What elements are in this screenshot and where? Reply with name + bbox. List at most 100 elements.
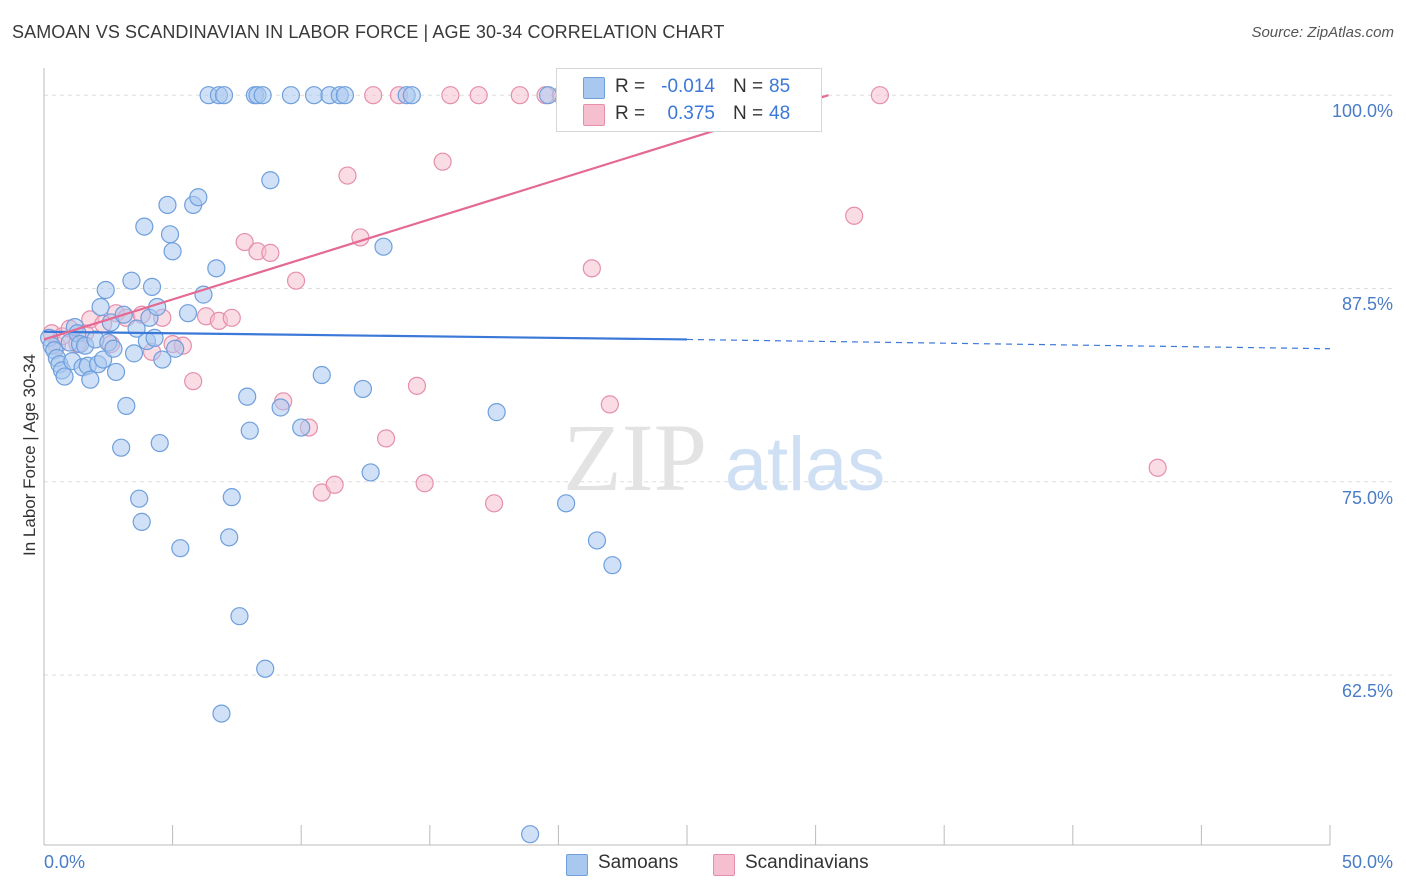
scandinavian-point (433, 152, 452, 171)
samoan-point (132, 512, 151, 531)
scandinavians-legend-label: Scandinavians (745, 852, 869, 873)
samoan-point (539, 86, 558, 105)
samoan-point (238, 387, 257, 406)
samoan-point (312, 365, 331, 385)
scandinavian-point (364, 86, 383, 105)
scandinavian-point (485, 494, 504, 513)
samoan-point (153, 350, 172, 369)
samoan-point (271, 398, 290, 417)
stats-legend: R = -0.014 N = 85 R = 0.375 N = 48 (556, 68, 822, 132)
samoan-point (130, 489, 149, 508)
samoan-point (106, 362, 126, 382)
samoan-point (158, 195, 177, 215)
samoan-point (361, 463, 380, 482)
scandinavian-point (845, 206, 864, 225)
samoan-point (374, 237, 393, 256)
scandinavian-point (407, 376, 427, 395)
scandinavian-point (184, 372, 203, 391)
scandinavian-point (441, 86, 460, 105)
samoan-point (207, 259, 226, 278)
scandinavian-point (469, 86, 488, 105)
samoan-point (124, 344, 144, 363)
samoan-point (96, 280, 115, 300)
samoan-point (135, 217, 154, 236)
scandinavian-point (376, 429, 396, 448)
scandinavian-point (235, 232, 254, 252)
samoan-point (240, 421, 259, 440)
n-label: N = (733, 76, 764, 97)
gridlines (44, 94, 1393, 676)
samoans-swatch (583, 77, 605, 99)
axes (43, 68, 1331, 846)
watermark-atlas: atlas (725, 422, 886, 507)
scandinavian-point (325, 475, 344, 494)
watermark-zip: ZIP (563, 404, 707, 511)
samoan-point (117, 396, 136, 416)
samoans-trend-dashed (686, 338, 1331, 350)
zipatlas-watermark: ZIP atlas (563, 404, 885, 511)
samoan-point (335, 86, 355, 105)
samoan-point (104, 339, 123, 358)
scandinavians-swatch (583, 104, 605, 126)
r-label: R = (615, 76, 646, 97)
samoan-point (253, 86, 272, 105)
chart-title: SAMOAN VS SCANDINAVIAN IN LABOR FORCE | … (12, 22, 725, 42)
scandinavian-point (582, 259, 601, 278)
samoan-point (402, 86, 421, 105)
samoan-point (81, 370, 100, 389)
samoan-point (220, 528, 239, 547)
n-label: N = (733, 103, 764, 124)
samoan-point (91, 297, 110, 317)
y-tick-label: 87.5% (1341, 294, 1393, 315)
scandinavians-legend-swatch (713, 854, 735, 876)
samoan-point (178, 304, 198, 323)
scandinavians-trend (43, 94, 829, 341)
samoan-point (587, 531, 607, 550)
y-tick-label: 75.0% (1341, 487, 1393, 508)
scandinavian-point (261, 243, 280, 262)
samoan-point (292, 418, 311, 437)
samoan-point (256, 659, 275, 678)
samoan-point (212, 704, 231, 723)
samoan-point (222, 488, 241, 507)
legend-row-samoans: R = -0.014 N = 85 (557, 73, 821, 101)
samoan-point (142, 277, 162, 296)
r-label: R = (615, 103, 646, 124)
scandinavian-point (286, 271, 306, 290)
samoan-point (55, 367, 74, 386)
samoan-point (281, 86, 301, 105)
source-credit: Source: ZipAtlas.com (1251, 24, 1394, 41)
scandinavian-point (600, 395, 619, 414)
samoan-point (150, 433, 169, 453)
scandinavian-point (510, 86, 529, 105)
n-value: 85 (769, 76, 791, 97)
y-tick-label: 100.0% (1331, 101, 1393, 122)
r-value: -0.014 (661, 76, 715, 97)
scandinavian-point (222, 308, 241, 327)
legend-row-scandinavians: R = 0.375 N = 48 (557, 100, 821, 128)
samoan-point (112, 438, 131, 457)
samoan-point (487, 403, 506, 422)
samoan-point (160, 225, 180, 244)
samoan-point (230, 607, 249, 626)
samoan-point (163, 242, 182, 261)
samoan-point (261, 171, 280, 190)
n-value: 48 (769, 103, 791, 124)
x-tick-min: 0.0% (44, 852, 86, 872)
trend-lines (43, 94, 1331, 350)
samoans-legend-label: Samoans (598, 852, 679, 873)
samoan-point (171, 539, 190, 558)
samoan-point (304, 86, 324, 105)
samoans-trend-solid (43, 330, 688, 341)
samoans-legend-swatch (566, 854, 588, 876)
samoan-point (603, 556, 622, 575)
scandinavian-point (338, 166, 357, 185)
samoan-point (122, 271, 141, 290)
x-tick-max: 50.0% (1341, 852, 1393, 872)
samoan-point (557, 494, 576, 513)
y-tick-label: 62.5% (1341, 680, 1393, 701)
samoan-point (166, 339, 185, 358)
samoan-point (521, 825, 540, 844)
scandinavian-point (870, 86, 890, 105)
